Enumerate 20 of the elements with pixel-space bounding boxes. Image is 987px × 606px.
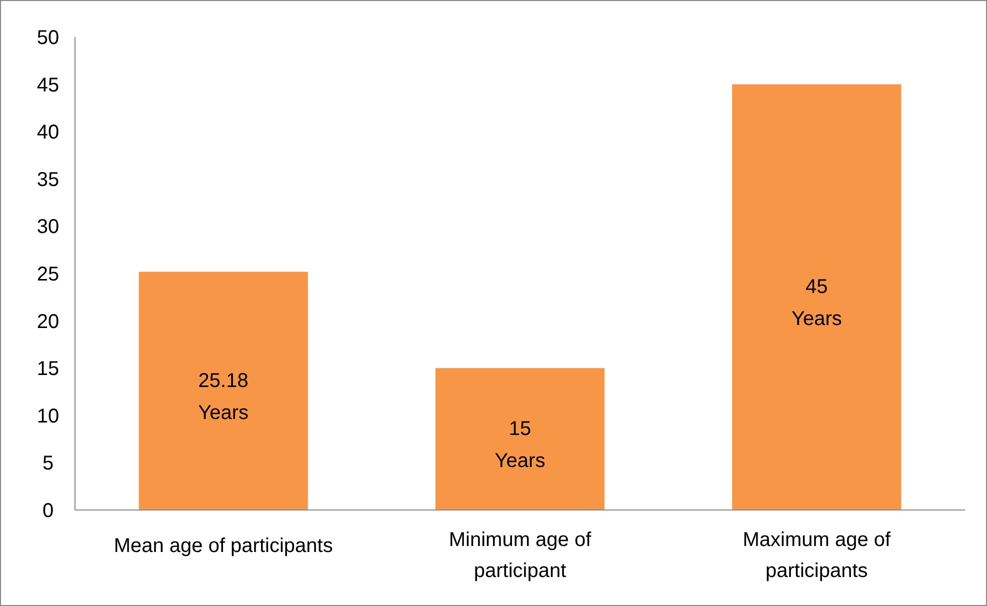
y-tick-label: 30	[36, 216, 60, 238]
y-tick-label: 45	[36, 74, 60, 96]
y-tick-label: 10	[36, 405, 60, 428]
x-tick-label: Minimum age of participant	[448, 529, 592, 582]
y-tick-label: 0	[42, 500, 54, 522]
data-label: 45 Years	[791, 276, 842, 330]
y-tick-label: 50	[36, 27, 60, 49]
y-tick-label: 40	[36, 122, 60, 144]
bar	[435, 368, 605, 510]
bar	[138, 272, 308, 510]
data-label: 25.18 Years	[198, 370, 249, 424]
data-label: 15 Years	[494, 418, 546, 472]
bar	[732, 84, 902, 510]
y-tick-label: 15	[36, 358, 60, 380]
y-tick-label: 25	[36, 264, 60, 286]
y-tick-label: 5	[42, 452, 54, 475]
y-tick-label: 20	[36, 310, 60, 333]
y-tick-label: 35	[36, 168, 60, 191]
x-tick-label: Mean age of participants	[114, 535, 333, 557]
x-tick-label: Maximum age of participants	[742, 529, 892, 582]
